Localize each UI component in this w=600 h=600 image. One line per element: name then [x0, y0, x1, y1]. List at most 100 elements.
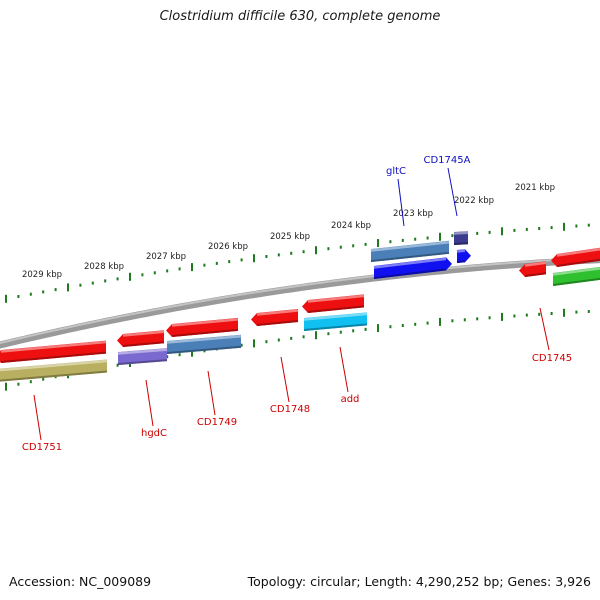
major-tick — [191, 348, 193, 357]
gene-feature[interactable] — [453, 231, 469, 245]
gene-feature[interactable] — [519, 261, 547, 277]
minor-tick — [277, 253, 280, 257]
gene-label-cd1745a[interactable]: CD1745A — [424, 155, 471, 217]
minor-tick — [166, 355, 169, 359]
minor-tick — [265, 255, 268, 258]
minor-tick — [327, 332, 330, 336]
map-labels: 2021 kbp 2022 kbp 2023 kbp 2024 kbp 2025 kbp… — [22, 155, 572, 453]
gene-shadow — [307, 305, 365, 313]
gene-label-gltc[interactable]: gltC — [386, 166, 406, 227]
upper-tick-row — [5, 222, 590, 303]
gene-highlight — [303, 312, 368, 321]
gene-label-text: CD1751 — [22, 442, 62, 453]
scale-label: 2026 kbp — [208, 242, 248, 252]
gene-body — [454, 231, 468, 245]
gene-feature[interactable] — [166, 334, 242, 354]
minor-tick — [29, 292, 32, 296]
major-tick — [191, 263, 193, 272]
minor-tick — [178, 267, 181, 271]
minor-tick — [339, 245, 342, 249]
minor-tick — [550, 226, 553, 230]
major-tick — [501, 312, 503, 321]
minor-tick — [339, 330, 342, 334]
gene-feature[interactable] — [117, 330, 165, 347]
gene-feature[interactable] — [552, 266, 600, 286]
minor-tick — [389, 325, 392, 329]
gene-shadow — [373, 268, 447, 279]
topology-label: Topology: circular; Length: 4,290,252 bp… — [247, 574, 591, 589]
gene-feature[interactable] — [0, 359, 108, 382]
minor-tick — [389, 240, 392, 244]
leader-line — [339, 346, 349, 393]
gene-label-text: add — [341, 394, 360, 405]
genome-backbone — [0, 256, 600, 349]
gene-feature[interactable] — [551, 247, 600, 267]
gene-label-text: CD1749 — [197, 417, 237, 428]
gene-feature[interactable] — [373, 257, 452, 279]
minor-tick — [525, 313, 528, 317]
gene-shadow — [456, 260, 466, 263]
minor-tick — [575, 310, 578, 314]
gene-label-cd1748[interactable]: CD1748 — [270, 356, 310, 415]
gene-highlight — [556, 247, 600, 257]
scale-label: 2022 kbp — [454, 196, 494, 206]
gene-highlight — [0, 340, 107, 353]
minor-tick — [575, 224, 578, 228]
major-tick — [563, 308, 565, 317]
gene-highlight — [256, 309, 299, 316]
gene-feature[interactable] — [303, 312, 368, 331]
major-tick — [501, 227, 503, 236]
minor-tick — [513, 314, 516, 318]
gene-label-cd1751[interactable]: CD1751 — [22, 394, 62, 453]
gene-highlight — [166, 334, 242, 344]
gene-highlight — [117, 348, 168, 355]
gene-feature[interactable] — [302, 294, 365, 313]
gene-body — [371, 240, 449, 262]
minor-tick — [550, 312, 553, 315]
gene-feature[interactable] — [0, 340, 107, 363]
gene-highlight — [456, 249, 466, 253]
gene-label-cd1749[interactable]: CD1749 — [197, 370, 237, 428]
gene-highlight — [0, 359, 108, 372]
gene-label-add[interactable]: add — [339, 346, 360, 405]
gene-feature[interactable] — [117, 348, 168, 365]
leader-line — [280, 356, 290, 403]
gene-feature[interactable] — [456, 249, 471, 263]
scale-label: 2024 kbp — [331, 221, 371, 231]
accession-label: Accession: NC_009089 — [9, 574, 152, 589]
gene-shadow — [171, 328, 239, 337]
gene-highlight — [370, 241, 450, 252]
gene-highlight — [307, 294, 365, 303]
gene-highlight — [373, 257, 447, 269]
minor-tick — [488, 316, 491, 320]
backbone-strand — [0, 256, 600, 349]
minor-tick — [290, 251, 293, 255]
minor-tick — [401, 238, 404, 242]
minor-tick — [91, 281, 94, 285]
gene-feature[interactable] — [166, 317, 239, 337]
scale-label: 2021 kbp — [515, 183, 555, 193]
backbone-highlight — [0, 256, 600, 345]
gene-feature[interactable] — [251, 309, 299, 326]
minor-tick — [79, 283, 82, 287]
minor-tick — [116, 277, 119, 281]
gene-shadow — [552, 277, 600, 286]
minor-tick — [352, 244, 355, 248]
gene-feature[interactable] — [370, 240, 450, 262]
gene-label-hgdc[interactable]: hgdC — [141, 379, 167, 439]
minor-tick — [178, 353, 181, 357]
gene-highlight — [552, 267, 600, 276]
minor-tick — [414, 322, 417, 326]
major-tick — [253, 339, 255, 348]
minor-tick — [364, 242, 367, 246]
leader-line — [207, 370, 216, 416]
minor-tick — [290, 336, 293, 340]
major-tick — [315, 331, 317, 340]
major-tick — [315, 246, 317, 255]
minor-tick — [153, 271, 156, 275]
gene-label-cd1745[interactable]: CD1745 — [532, 307, 572, 364]
minor-tick — [116, 363, 119, 367]
minor-tick — [42, 377, 45, 381]
